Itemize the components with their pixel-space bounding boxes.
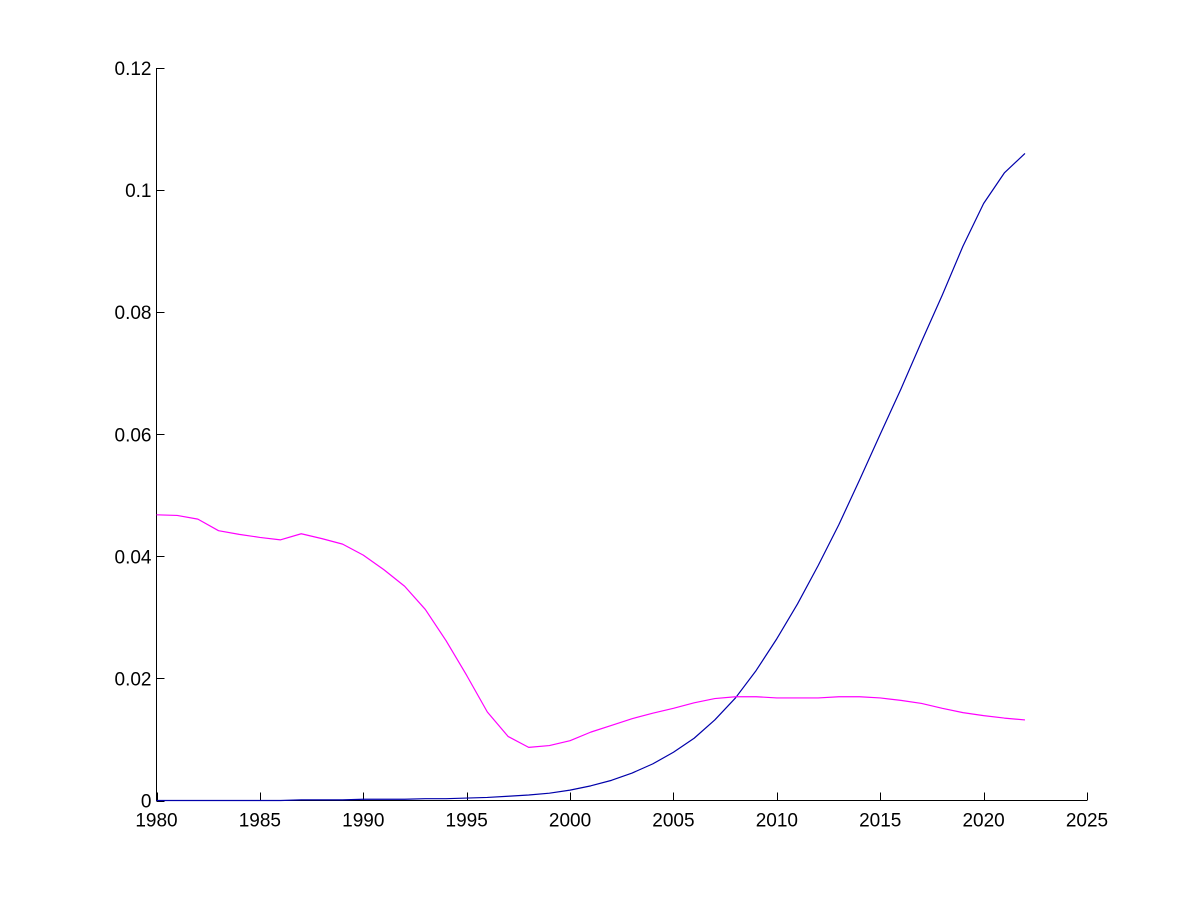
y-tick-label: 0.06 [115,425,152,446]
x-tick-label: 2010 [756,811,798,832]
y-tick-label: 0.08 [115,303,152,324]
x-tick-label: 1990 [342,811,384,832]
x-tick-label: 2005 [652,811,694,832]
y-tick-label: 0.12 [115,59,152,80]
series-line-1 [156,153,1026,802]
y-tick-label: 0 [141,792,152,813]
x-tick-label: 2025 [1066,811,1108,832]
x-tick-label: 1985 [239,811,281,832]
y-tick-label: 0.02 [115,669,152,690]
series-line-2 [156,514,1026,748]
x-tick-label: 1980 [135,811,177,832]
x-tick-label: 2020 [962,811,1004,832]
x-tick-label: 1995 [446,811,488,832]
x-tick-label: 2015 [859,811,901,832]
y-tick-label: 0.04 [115,547,152,568]
y-tick-label: 0.1 [125,181,151,202]
x-tick-label: 2000 [549,811,591,832]
